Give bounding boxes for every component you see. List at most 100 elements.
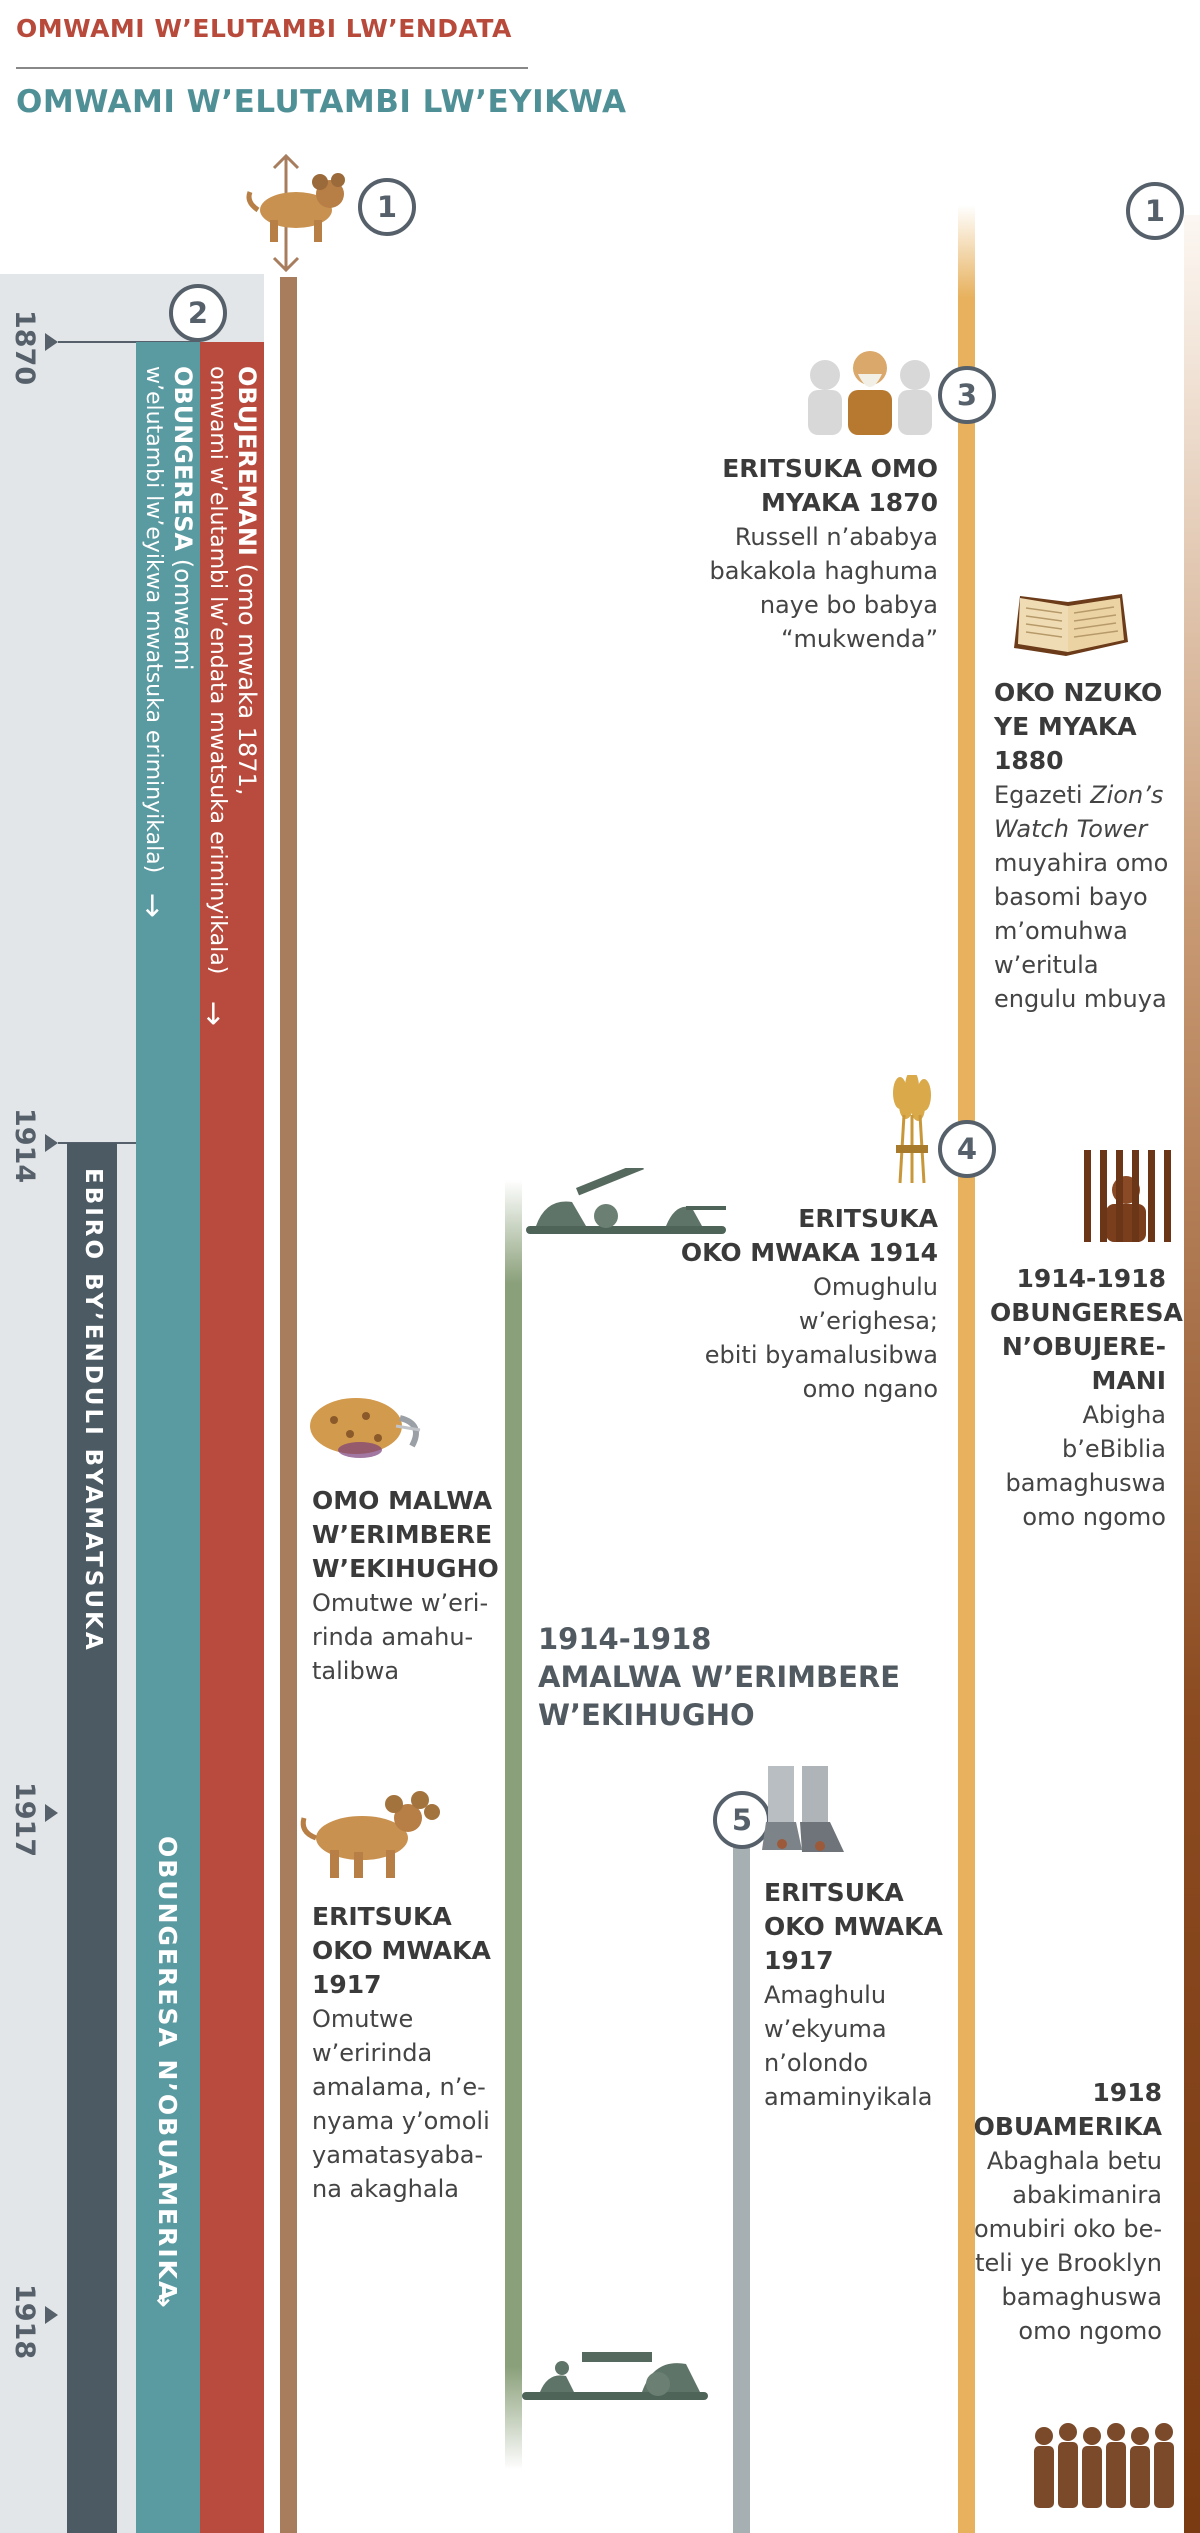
event-1914r-title-2: OBUNGERESA <box>990 1298 1183 1327</box>
germany-title: OBUJEREMANI <box>233 366 261 556</box>
event-1917-title-1: ERITSUKA <box>312 1902 452 1931</box>
timeline-line-harvest <box>958 205 975 2533</box>
year-1870: 1870 <box>9 310 40 386</box>
last-days-bar <box>67 1143 117 2533</box>
marker-1-right: 1 <box>1126 182 1184 240</box>
germany-arrow-icon: → <box>196 1000 232 1027</box>
cannon-icon <box>522 2352 708 2400</box>
event-5-body-3: n’olondo <box>764 2049 869 2077</box>
timeline-line-war <box>505 1180 522 2470</box>
germany-bar <box>200 342 264 2533</box>
event-wound: OMO MALWA W’ERIMBERE W’EKIHUGHO Omutwe w… <box>312 1484 502 1688</box>
anglo-american-label: OBUNGERESA N’OBUAMERIKA <box>153 1836 182 2303</box>
book-icon <box>1014 594 1128 656</box>
event-wound-body-1: Omutwe w’eri- <box>312 1589 489 1617</box>
iron-clay-feet-icon <box>762 1766 844 1852</box>
year-marker-1870 <box>45 333 58 351</box>
header-line-2: OMWAMI W’ELUTAMBI LW’EYIKWA <box>16 84 627 120</box>
event-5-body-4: amaminyikala <box>764 2083 933 2111</box>
event-1880-body-pre: Egazeti <box>994 781 1091 809</box>
event-1917-body-5: yamatasyaba- <box>312 2141 484 2169</box>
year-1914: 1914 <box>9 1108 40 1184</box>
event-1914-1918-persecution: 1914-1918 OBUNGERESA N’OBUJERE- MANI Abi… <box>990 1262 1183 1534</box>
event-1914r-body-1: Abigha <box>1082 1401 1166 1429</box>
event-war-title-2: AMALWA W’ERIMBERE <box>538 1660 901 1694</box>
marker-4: 4 <box>938 1120 996 1178</box>
event-wound-title-2: W’ERIMBERE <box>312 1520 493 1549</box>
event-1914r-title-4: MANI <box>1091 1366 1166 1395</box>
prisoners-group-icon <box>1034 2423 1174 2508</box>
timeline-line-beast <box>280 277 297 2533</box>
event-1914r-body-4: omo ngomo <box>1022 1503 1166 1531</box>
britain-title: OBUNGERESA <box>169 366 197 552</box>
germany-bar-text: OBUJEREMANI (omo mwaka 1871, omwami w’el… <box>202 366 262 974</box>
event-1918-body-3: omubiri oko be- <box>973 2215 1162 2243</box>
year-1918: 1918 <box>9 2284 40 2360</box>
event-wound-body-2: rinda amahu- <box>312 1623 474 1651</box>
britain-note-2: w’elutambi lw’eyikwa mwatsuka eriminyika… <box>141 366 166 874</box>
event-1914-body-1: Omughulu <box>812 1273 938 1301</box>
event-1918-body-2: abakimanira <box>1012 2181 1162 2209</box>
event-wound-body-3: talibwa <box>312 1657 400 1685</box>
event-5-body-1: Amaghulu <box>764 1981 887 2009</box>
event-1917-body-1: Omutwe <box>312 2005 414 2033</box>
anglo-american-arrow-icon: → <box>146 2282 182 2309</box>
britain-note-1: (omwami <box>169 551 197 671</box>
event-wound-title-1: OMO MALWA <box>312 1486 493 1515</box>
event-1870-body-2: bakakola haghuma <box>709 557 938 585</box>
event-5-title-1: ERITSUKA <box>764 1878 904 1907</box>
event-5-title-3: 1917 <box>764 1946 834 1975</box>
event-1880-body-2: basomi bayo <box>994 883 1148 911</box>
year-marker-1918 <box>45 2306 58 2324</box>
event-1918-body-4: teli ye Brooklyn <box>975 2249 1162 2277</box>
prison-icon <box>1084 1150 1171 1242</box>
event-1917-body-3: amalama, n’e- <box>312 2073 486 2101</box>
russell-icon <box>808 351 932 435</box>
event-1914r-body-2: b’eBiblia <box>1061 1435 1166 1463</box>
event-wound-title-3: W’EKIHUGHO <box>312 1554 499 1583</box>
event-5-title-2: OKO MWAKA <box>764 1912 943 1941</box>
event-1880-title-3: 1880 <box>994 746 1064 775</box>
event-1870-title-1: ERITSUKA OMO <box>722 454 938 483</box>
britain-bar-text: OBUNGERESA (omwami w’elutambi lw’eyikwa … <box>138 366 198 873</box>
event-1917-body-2: w’eririnda <box>312 2039 433 2067</box>
event-1870-title-2: MYAKA 1870 <box>761 488 938 517</box>
event-1914r-body-3: bamaghuswa <box>1005 1469 1166 1497</box>
year-1917: 1917 <box>9 1782 40 1858</box>
year-tick-1870 <box>58 341 200 343</box>
header-divider <box>16 67 528 69</box>
event-1918-body-1: Abaghala betu <box>986 2147 1162 2175</box>
event-5-body-2: w’ekyuma <box>764 2015 887 2043</box>
germany-note-1: (omo mwaka 1871, <box>233 555 261 796</box>
event-1918: 1918 OBUAMERIKA Abaghala betu abakimanir… <box>950 2076 1162 2348</box>
britain-arrow-icon: → <box>135 892 171 919</box>
year-marker-1917 <box>45 1804 58 1822</box>
marker-5: 5 <box>713 1791 771 1849</box>
last-days-label: EBIRO BY’ENDULI BYAMATSUKA <box>80 1168 106 1653</box>
event-1917-title-3: 1917 <box>312 1970 382 1999</box>
beast-healed-icon <box>300 1791 440 1878</box>
wheat-icon <box>893 1075 931 1184</box>
year-marker-1914 <box>45 1134 58 1152</box>
event-1914-title-1: ERITSUKA <box>798 1204 938 1233</box>
marker-1-left: 1 <box>358 178 416 236</box>
event-1914-harvest: ERITSUKA OKO MWAKA 1914 Omughulu w’erigh… <box>680 1202 938 1406</box>
event-1880-title-1: OKO NZUKO <box>994 678 1163 707</box>
event-war-title-1: 1914-1918 <box>538 1622 712 1656</box>
event-1914-title-2: OKO MWAKA 1914 <box>680 1238 938 1267</box>
event-1918-body-6: omo ngomo <box>1018 2317 1162 2345</box>
event-1914-body-2: w’erighesa; <box>798 1307 938 1335</box>
event-1918-title-1: 1918 <box>1092 2078 1162 2107</box>
britain-bar <box>136 342 200 2533</box>
event-1917-feet: ERITSUKA OKO MWAKA 1917 Amaghulu w’ekyum… <box>764 1876 954 2114</box>
event-1880-title-2: YE MYAKA <box>994 712 1137 741</box>
event-1914r-title-1: 1914-1918 <box>1016 1264 1166 1293</box>
event-1880-body-4: w’eritula <box>994 951 1099 979</box>
marker-3: 3 <box>938 366 996 424</box>
event-1914-body-4: omo ngano <box>802 1375 938 1403</box>
event-1914-body-3: ebiti byamalusibwa <box>704 1341 938 1369</box>
event-war-title-3: W’EKIHUGHO <box>538 1698 755 1732</box>
event-1917-body-6: na akaghala <box>312 2175 459 2203</box>
event-war: 1914-1918 AMALWA W’ERIMBERE W’EKIHUGHO <box>538 1620 918 1734</box>
event-1870-body-1: Russell n’ababya <box>734 523 938 551</box>
